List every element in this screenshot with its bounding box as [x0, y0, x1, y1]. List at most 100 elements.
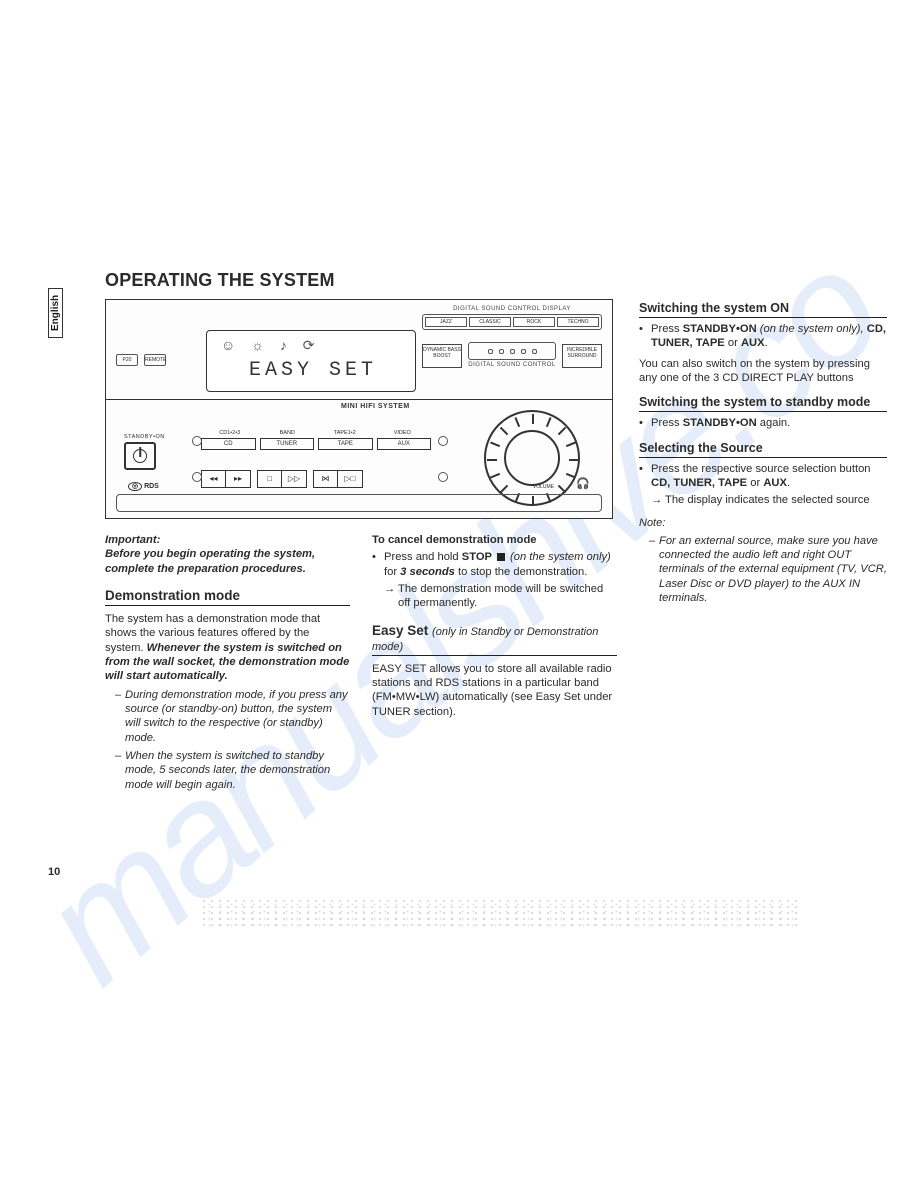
- slider-label: DIGITAL SOUND CONTROL: [468, 362, 556, 368]
- volume-label: VOLUME: [533, 484, 554, 490]
- stop-icon: [497, 553, 505, 561]
- select-source-heading: Selecting the Source: [639, 441, 887, 458]
- on-also: You can also switch on the system by pre…: [639, 357, 887, 386]
- stby-c: again.: [760, 417, 790, 429]
- standby-heading: Switching the system to standby mode: [639, 395, 887, 412]
- dial-tick: [500, 427, 508, 435]
- headphone-icon: 🎧: [576, 477, 590, 490]
- ctrl-grp-3: ⋈▷□: [313, 470, 363, 488]
- on-list: Press STANDBY•ON (on the system only), C…: [639, 322, 887, 351]
- scan-artifact: [200, 898, 798, 928]
- dial-tick: [500, 485, 508, 493]
- dbb-label: DYNAMIC BASS BOOST: [422, 344, 462, 368]
- power-icon: [124, 442, 156, 470]
- dial-tick: [566, 441, 576, 447]
- dial-tick: [558, 427, 566, 435]
- sel-e: .: [787, 477, 790, 489]
- dial-tick: [546, 417, 552, 427]
- dial-tick: [514, 417, 520, 427]
- important-body: Before you begin operating the system, c…: [105, 547, 350, 576]
- surround-label: INCREDIBLE SURROUND: [562, 344, 602, 368]
- volume-dial: [484, 410, 580, 506]
- product-diagram: P20 REMOTE ☺ ☼ ♪ ⟳ EASY SET DIGITAL SOUN…: [105, 299, 613, 519]
- cancel-f: to stop the demonstration.: [458, 566, 587, 578]
- decor-dot: [192, 436, 202, 446]
- cancel-li: Press and hold STOP (on the system only)…: [372, 550, 617, 579]
- stby-a: Press: [651, 417, 683, 429]
- standby-button-group: STANDBY•ON: [124, 434, 184, 470]
- cancel-d: for: [384, 566, 400, 578]
- on-c: (on the system only),: [760, 323, 867, 335]
- source-buttons: CD1•2•3 BAND TAPE1•2 VIDEO CD TUNER TAPE…: [201, 430, 431, 450]
- stby-b: STANDBY•ON: [683, 417, 760, 429]
- easy-set-heading: Easy Set (only in Standby or Demonstrati…: [372, 623, 617, 656]
- dsc-classic: CLASSIC: [469, 317, 511, 327]
- display-text: EASY SET: [249, 359, 377, 382]
- dsc-techno: TECHNO: [557, 317, 599, 327]
- cancel-a: Press and hold: [384, 551, 462, 563]
- decor-dot: [438, 436, 448, 446]
- on-li: Press STANDBY•ON (on the system only), C…: [639, 322, 887, 351]
- demo-mode-heading: Demonstration mode: [105, 588, 350, 606]
- dsc-rock: ROCK: [513, 317, 555, 327]
- left-small-buttons: P20 REMOTE: [116, 354, 166, 366]
- standby-li: Press STANDBY•ON again.: [639, 416, 887, 430]
- cancel-e: 3 seconds: [400, 566, 458, 578]
- lcd-display: ☺ ☼ ♪ ⟳ EASY SET: [206, 330, 416, 392]
- display-icons: ☺ ☼ ♪ ⟳: [221, 337, 321, 354]
- dsc-slider: [468, 342, 556, 360]
- src-top-cd: CD1•2•3: [201, 430, 259, 436]
- easy-title-main: Easy Set: [372, 623, 432, 638]
- decor-dot: [438, 472, 448, 482]
- on-b: STANDBY•ON: [683, 323, 760, 335]
- language-tab: English: [48, 288, 63, 338]
- src-tuner: TUNER: [260, 438, 315, 450]
- dial-tick: [487, 459, 497, 461]
- src-tape: TAPE: [318, 438, 373, 450]
- easy-set-body: EASY SET allows you to store all availab…: [372, 662, 617, 719]
- btn-remote: REMOTE: [144, 354, 166, 366]
- standby-label: STANDBY•ON: [124, 434, 184, 440]
- important-heading: Important:: [105, 533, 350, 547]
- on-e: or: [728, 337, 741, 349]
- demo-paragraph: The system has a demonstration mode that…: [105, 612, 350, 684]
- select-li: Press the respective source selection bu…: [639, 462, 887, 491]
- mini-hifi-label: MINI HIFI SYSTEM: [341, 403, 410, 410]
- src-top-tape: TAPE1•2: [316, 430, 374, 436]
- cancel-list: Press and hold STOP (on the system only)…: [372, 550, 617, 579]
- src-top-video: VIDEO: [374, 430, 432, 436]
- src-aux: AUX: [377, 438, 432, 450]
- page-content: English OPERATING THE SYSTEM P20 REMOTE …: [0, 0, 918, 792]
- page-number: 10: [48, 866, 60, 878]
- dial-tick: [558, 485, 566, 493]
- decor-dot: [192, 472, 202, 482]
- demo-list: During demonstration mode, if you press …: [105, 688, 350, 792]
- dial-tick: [490, 441, 500, 447]
- transport-controls: ◂◂▸▸ □▷▷ ⋈▷□: [201, 470, 363, 488]
- dial-tick: [566, 473, 576, 479]
- cd-tray: [116, 494, 602, 512]
- column-2: To cancel demonstration mode Press and h…: [372, 533, 617, 719]
- ctrl-grp-2: □▷▷: [257, 470, 307, 488]
- note-heading: Note:: [639, 516, 887, 530]
- src-cd: CD: [201, 438, 256, 450]
- on-a: Press: [651, 323, 683, 335]
- note-list: For an external source, make sure you ha…: [639, 534, 887, 606]
- sel-a: Press the respective source selection bu…: [651, 463, 871, 475]
- on-f: AUX: [741, 337, 765, 349]
- ctrl-grp-1: ◂◂▸▸: [201, 470, 251, 488]
- text-columns: Important: Before you begin operating th…: [105, 533, 868, 792]
- cancel-c: (on the system only): [510, 551, 611, 563]
- rds-badge: ◎ RDS: [128, 482, 159, 490]
- dial-tick: [569, 459, 579, 461]
- demo-li-1: During demonstration mode, if you press …: [115, 688, 350, 745]
- standby-list: Press STANDBY•ON again.: [639, 416, 887, 430]
- column-3: Switching the system ON Press STANDBY•ON…: [639, 291, 887, 605]
- cancel-b: STOP: [462, 551, 495, 563]
- sel-b: CD, TUNER, TAPE: [651, 477, 750, 489]
- cancel-heading: To cancel demonstration mode: [372, 533, 617, 547]
- select-list: Press the respective source selection bu…: [639, 462, 887, 491]
- dsc-title: DIGITAL SOUND CONTROL DISPLAY: [422, 306, 602, 312]
- dial-tick: [532, 414, 534, 424]
- cancel-result: The demonstration mode will be switched …: [372, 582, 617, 611]
